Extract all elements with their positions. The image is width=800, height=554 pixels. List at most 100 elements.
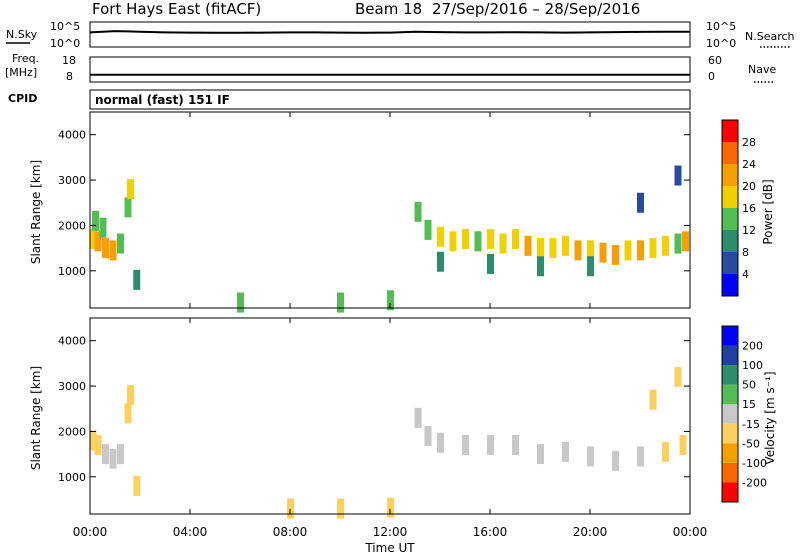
range-cell <box>462 229 469 250</box>
station-title: Fort Hays East (fitACF) <box>92 0 261 18</box>
range-cell <box>89 430 97 451</box>
beam-label: Beam 18 <box>355 0 422 18</box>
range-cell <box>679 435 687 456</box>
range-cell <box>424 219 432 240</box>
range-cell <box>537 238 544 259</box>
range-cell <box>124 197 132 218</box>
ytick-label: 3000 <box>58 174 86 187</box>
velocity-colorbar-tick: 200 <box>742 340 763 353</box>
range-cell <box>337 498 344 519</box>
velocity-colorbar-label: Velocity [m s⁻¹] <box>763 371 777 464</box>
range-cell <box>449 231 457 252</box>
velocity-colorbar-tick: 50 <box>742 379 756 392</box>
range-cell <box>487 253 494 274</box>
nsky-label: N.Sky <box>6 28 38 41</box>
freq-label: Freq. <box>12 52 39 65</box>
freq-right-tick-top: 60 <box>708 54 722 67</box>
range-cell <box>599 242 607 263</box>
velocity-data-cells <box>89 366 687 519</box>
velocity-colorbar-tick: 15 <box>742 398 756 411</box>
range-cell <box>89 229 97 250</box>
freq-unit-label: [MHz] <box>5 66 37 79</box>
range-cell <box>387 497 394 518</box>
xaxis-tick-label: 16:00 <box>473 525 508 539</box>
nave-label: Nave <box>748 63 776 76</box>
range-cell <box>117 233 124 254</box>
range-cell <box>124 403 132 424</box>
range-cell <box>92 210 99 231</box>
power-colorbar-swatch <box>722 208 738 230</box>
xaxis-tick-label: 20:00 <box>573 525 608 539</box>
range-cell <box>487 435 494 456</box>
noise-right-tick-bottom: 10^0 <box>706 37 736 50</box>
xaxis-tick-label: 12:00 <box>373 525 408 539</box>
power-ylabel: Slant Range [km] <box>29 160 43 264</box>
power-colorbar-tick: 4 <box>742 268 749 281</box>
velocity-colorbar-swatch <box>722 443 738 463</box>
range-cell <box>637 446 644 467</box>
range-cell <box>387 290 394 311</box>
velocity-colorbar-swatch <box>722 384 738 405</box>
power-colorbar-swatch <box>722 120 738 142</box>
cpid-panel: CPID normal (fast) 151 IF <box>8 89 691 110</box>
power-colorbar-swatch <box>722 164 738 186</box>
range-cell <box>524 235 532 256</box>
range-cell <box>674 165 682 186</box>
velocity-colorbar-swatch <box>722 345 738 366</box>
freq-panel: Freq. [MHz] 18 8 60 0 Nave <box>5 52 776 83</box>
cpid-panel-frame <box>89 89 691 110</box>
ytick-label: 2000 <box>58 425 86 438</box>
velocity-colorbar-tick: -15 <box>742 418 760 431</box>
cpid-mode-text: normal (fast) 151 IF <box>95 93 230 107</box>
range-cell <box>337 292 344 313</box>
range-cell <box>437 251 444 272</box>
freq-right-tick-bottom: 0 <box>708 70 715 83</box>
power-colorbar-swatch <box>722 186 738 208</box>
range-cell <box>102 238 109 259</box>
power-yticks: 4000 3000 2000 1000 <box>58 129 690 278</box>
ytick-label: 1000 <box>58 471 86 484</box>
velocity-panel: 4000 3000 2000 1000 Slant Range [km] 200 100… <box>29 317 777 519</box>
range-cell <box>587 446 594 467</box>
range-cell <box>612 244 619 265</box>
freq-left-tick-bottom: 8 <box>66 70 73 83</box>
noise-right-tick-top: 10^5 <box>706 20 736 33</box>
power-colorbar: 28 24 20 16 12 8 4 <box>721 119 756 297</box>
velocity-colorbar-tick: 100 <box>742 359 763 372</box>
power-colorbar-tick: 12 <box>742 224 756 237</box>
power-colorbar-swatch <box>722 274 738 296</box>
power-colorbar-tick: 20 <box>742 180 756 193</box>
power-colorbar-tick: 16 <box>742 202 756 215</box>
range-cell <box>414 201 422 222</box>
velocity-colorbar-tick: -200 <box>742 476 767 489</box>
range-cell <box>587 240 594 261</box>
range-cell <box>512 435 519 456</box>
velocity-colorbar-swatch <box>722 462 738 483</box>
power-colorbar-label: Power [dB] <box>761 179 775 244</box>
range-cell <box>462 435 469 456</box>
velocity-colorbar-swatch <box>722 423 738 444</box>
range-cell <box>117 444 124 465</box>
xaxis-tick-label: 00:00 <box>673 525 708 539</box>
range-cell <box>414 407 422 428</box>
range-cell <box>102 444 109 465</box>
range-cell <box>94 435 102 456</box>
velocity-colorbar-frame <box>721 325 739 503</box>
ytick-label: 1000 <box>58 265 86 278</box>
ytick-label: 4000 <box>58 129 86 142</box>
xaxis-tick-label: 04:00 <box>173 525 208 539</box>
power-colorbar-tick: 24 <box>742 158 756 171</box>
velocity-ylabel: Slant Range [km] <box>29 366 43 470</box>
xaxis-ticks: 00:00 04:00 08:00 12:00 16:00 20:00 00:00 <box>73 112 708 539</box>
range-cell <box>512 229 519 250</box>
velocity-colorbar-tick: -50 <box>742 437 760 450</box>
range-cell <box>109 240 117 261</box>
range-cell <box>133 475 141 496</box>
range-cell <box>437 432 444 453</box>
range-cell <box>574 240 582 261</box>
power-panel: 4000 3000 2000 1000 Slant Range [km] 28 24 20… <box>29 111 775 313</box>
nsky-series-line <box>89 30 691 34</box>
noise-panel-frame <box>89 21 691 48</box>
freq-panel-frame <box>89 56 691 83</box>
